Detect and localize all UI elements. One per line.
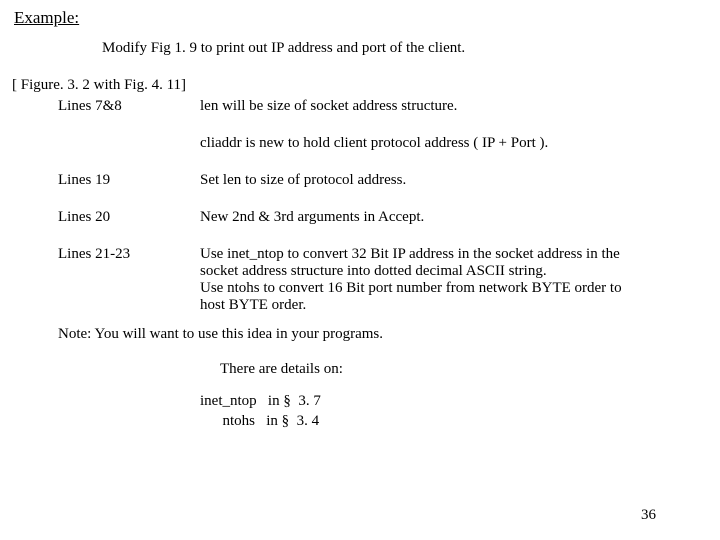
lines-19-label: Lines 19 xyxy=(10,172,200,189)
lines-21-23-label: Lines 21-23 xyxy=(10,246,200,314)
lines-7-8-label: Lines 7&8 xyxy=(10,98,200,115)
lines-19-desc: Set len to size of protocol address. xyxy=(200,172,710,189)
function-references: inet_ntop in § 3. 7 ntohs in § 3. 4 xyxy=(200,392,710,431)
lines-7-8-desc: len will be size of socket address struc… xyxy=(200,98,710,115)
note-text: Note: You will want to use this idea in … xyxy=(58,326,710,343)
page-number: 36 xyxy=(641,507,656,524)
cliaddr-desc: cliaddr is new to hold client protocol a… xyxy=(200,135,710,152)
func-ntohs: ntohs in § 3. 4 xyxy=(200,412,710,432)
intro-text: Modify Fig 1. 9 to print out IP address … xyxy=(102,40,710,57)
example-title: Example: xyxy=(14,8,710,28)
details-text: There are details on: xyxy=(220,361,710,378)
figure-reference: [ Figure. 3. 2 with Fig. 4. 11] xyxy=(12,77,710,94)
lines-21-23-desc-1: Use inet_ntop to convert 32 Bit IP addre… xyxy=(200,246,690,263)
row-lines-20: Lines 20 New 2nd & 3rd arguments in Acce… xyxy=(10,209,710,226)
lines-21-23-desc: Use inet_ntop to convert 32 Bit IP addre… xyxy=(200,246,710,314)
lines-21-23-desc-2: socket address structure into dotted dec… xyxy=(200,263,690,280)
lines-21-23-desc-4: host BYTE order. xyxy=(200,297,690,314)
lines-20-desc: New 2nd & 3rd arguments in Accept. xyxy=(200,209,710,226)
lines-20-label: Lines 20 xyxy=(10,209,200,226)
row-lines-21-23: Lines 21-23 Use inet_ntop to convert 32 … xyxy=(10,246,710,314)
row-lines-19: Lines 19 Set len to size of protocol add… xyxy=(10,172,710,189)
lines-21-23-desc-3: Use ntohs to convert 16 Bit port number … xyxy=(200,280,690,297)
row-lines-7-8: Lines 7&8 len will be size of socket add… xyxy=(10,98,710,115)
func-inet-ntop: inet_ntop in § 3. 7 xyxy=(200,392,710,412)
